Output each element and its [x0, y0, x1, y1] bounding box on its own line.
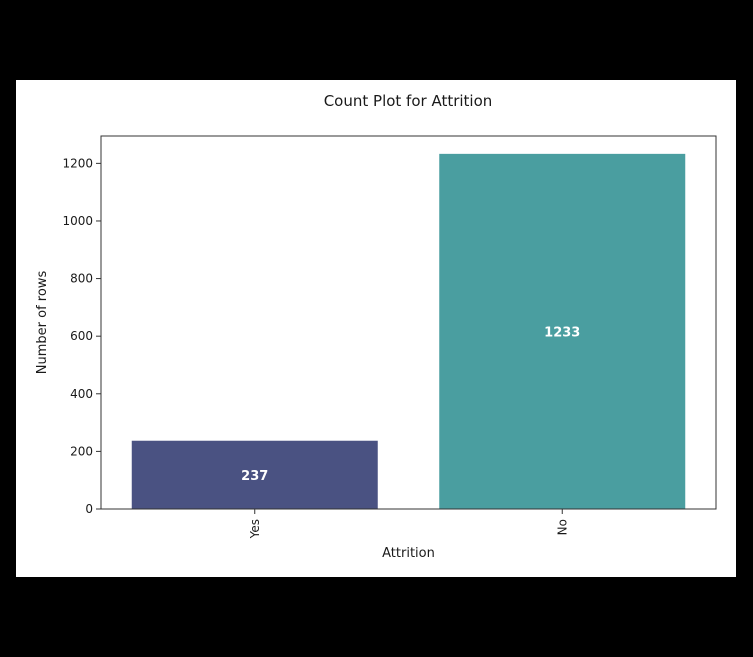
bar-yes — [131, 440, 378, 509]
y-tick-label-400: 400 — [70, 387, 93, 401]
y-tick-label-600: 600 — [70, 329, 93, 343]
y-axis: 0 200 400 600 800 1000 1200 — [62, 156, 101, 516]
bar-no — [439, 153, 686, 509]
count-plot-chart: Count Plot for Attrition 237 1233 0 200 400… — [35, 92, 717, 561]
x-axis: Yes No — [248, 509, 569, 539]
y-tick-label-800: 800 — [70, 272, 93, 286]
figure-canvas: Count Plot for Attrition 237 1233 0 200 400… — [16, 80, 736, 577]
bar-labels-group: 237 1233 — [241, 325, 580, 483]
y-tick-label-0: 0 — [85, 502, 93, 516]
y-axis-label: Number of rows — [35, 271, 50, 375]
y-tick-label-1000: 1000 — [62, 214, 93, 228]
chart-title: Count Plot for Attrition — [324, 92, 493, 110]
x-tick-label-no: No — [555, 519, 569, 535]
bars-group — [131, 153, 686, 509]
y-tick-label-1200: 1200 — [62, 156, 93, 170]
plot-frame — [100, 135, 717, 510]
x-tick-label-yes: Yes — [248, 519, 262, 539]
bar-value-label-yes: 237 — [241, 469, 268, 484]
bar-value-label-no: 1233 — [544, 325, 580, 340]
y-tick-label-200: 200 — [70, 444, 93, 458]
x-axis-label: Attrition — [382, 546, 435, 561]
